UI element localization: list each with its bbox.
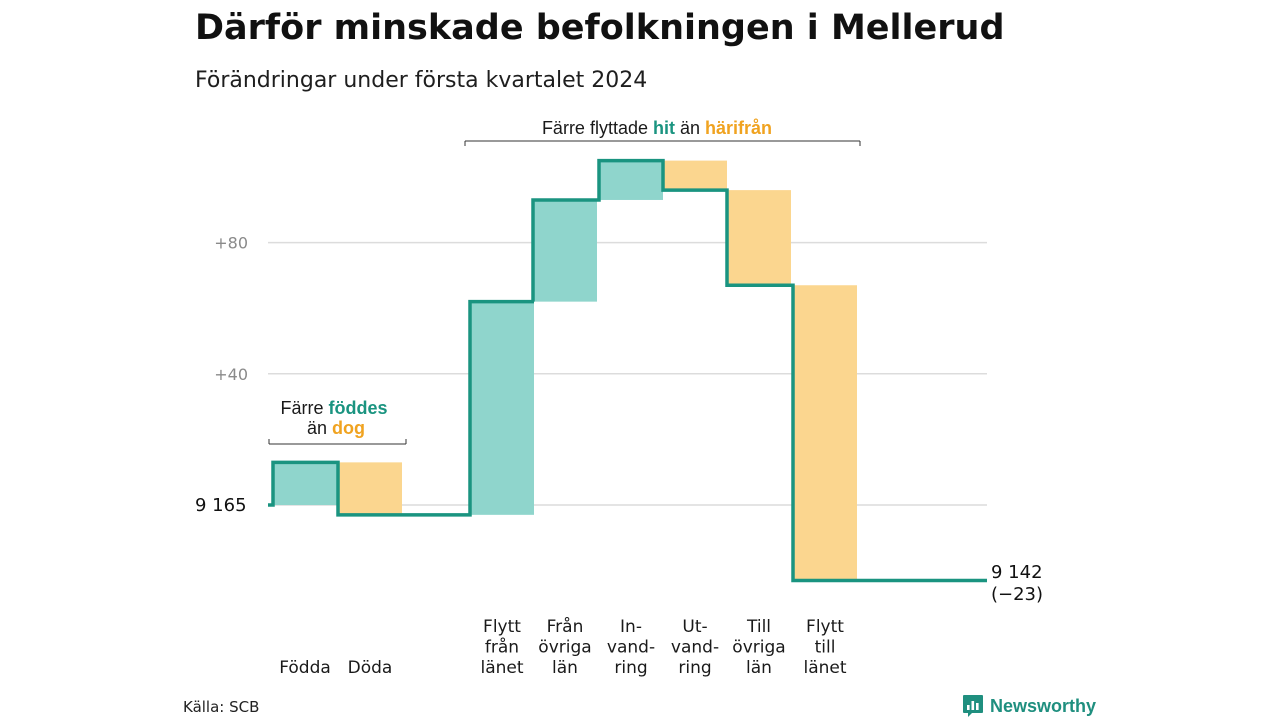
category-label: vand- bbox=[607, 638, 655, 658]
end-value-label: 9 142 bbox=[991, 562, 1043, 583]
source-note: Källa: SCB bbox=[183, 698, 260, 716]
category-label: Döda bbox=[348, 658, 393, 678]
waterfall-bars bbox=[273, 160, 857, 581]
running-total-line bbox=[268, 158, 987, 583]
category-label: Flytt bbox=[806, 617, 844, 637]
y-tick-labels: +80 +40 bbox=[214, 234, 248, 384]
category-label: Till bbox=[746, 617, 771, 637]
chart-subtitle: Förändringar under första kvartalet 2024 bbox=[195, 68, 648, 93]
category-label: från bbox=[485, 637, 519, 658]
birth-annotation: Färre föddes än dog bbox=[268, 398, 407, 445]
bar-5 bbox=[663, 160, 727, 191]
brand-logo: Newsworthy bbox=[962, 694, 1096, 718]
bar-7 bbox=[793, 285, 857, 581]
category-label: vand- bbox=[671, 638, 719, 658]
category-label: till bbox=[815, 638, 836, 658]
start-value-label: 9 165 bbox=[195, 495, 247, 516]
category-label: ring bbox=[614, 658, 647, 678]
category-label: In- bbox=[620, 617, 642, 637]
moves-annotation: Färre flyttade hit än härifrån bbox=[464, 118, 861, 146]
category-label: Från bbox=[547, 616, 584, 637]
y-tick-label: +40 bbox=[214, 365, 248, 384]
bar-3 bbox=[533, 199, 597, 302]
y-tick-label: +80 bbox=[214, 234, 248, 253]
category-label: län bbox=[746, 658, 772, 678]
category-label: Flytt bbox=[483, 617, 521, 637]
category-label: länet bbox=[803, 658, 846, 678]
brand-name: Newsworthy bbox=[990, 695, 1097, 716]
chart-title: Därför minskade befolkningen i Mellerud bbox=[195, 8, 1005, 48]
category-label: ring bbox=[678, 658, 711, 678]
birth-annotation-line1: Färre föddes bbox=[280, 398, 387, 418]
category-labels: Födda DödaFlyttfrånlänetFrånövrigalänIn-v… bbox=[279, 616, 847, 678]
category-label: länet bbox=[480, 658, 523, 678]
moves-annotation-text: Färre flyttade hit än härifrån bbox=[542, 118, 772, 138]
newsworthy-chart-icon bbox=[963, 695, 983, 717]
bar-0 bbox=[273, 462, 337, 505]
bar-1 bbox=[338, 462, 402, 515]
birth-annotation-line2: än dog bbox=[307, 418, 365, 438]
end-change-label: (−23) bbox=[991, 584, 1043, 605]
bar-6 bbox=[727, 190, 791, 286]
bar-4 bbox=[599, 160, 663, 200]
category-label: övriga bbox=[732, 638, 785, 658]
category-label: län bbox=[552, 658, 578, 678]
bar-2 bbox=[470, 301, 534, 515]
category-label: övriga bbox=[538, 638, 591, 658]
category-label: Ut- bbox=[682, 617, 707, 637]
category-label: Födda bbox=[279, 658, 331, 678]
